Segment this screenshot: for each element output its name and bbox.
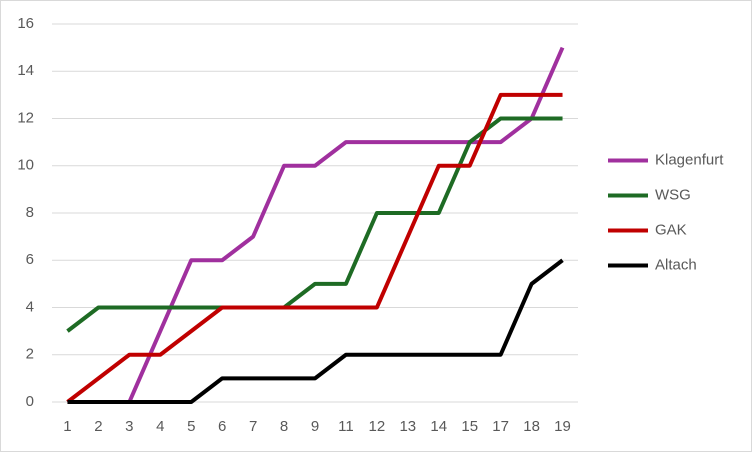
y-tick-label: 14 (17, 62, 34, 79)
x-tick-label: 6 (218, 418, 226, 435)
x-tick-label: 13 (399, 418, 416, 435)
y-tick-label: 4 (26, 298, 34, 315)
y-tick-label: 0 (26, 393, 34, 410)
y-tick-label: 6 (26, 251, 34, 268)
y-tick-label: 10 (17, 157, 34, 174)
x-tick-label: 14 (430, 418, 447, 435)
x-tick-label: 19 (554, 418, 571, 435)
y-tick-label: 12 (17, 109, 34, 126)
legend-label: GAK (655, 221, 687, 238)
x-tick-label: 1 (63, 418, 71, 435)
legend-label: Klagenfurt (655, 151, 724, 168)
series-line (67, 258, 564, 404)
x-tick-label: 3 (125, 418, 133, 435)
series-line (66, 116, 563, 333)
x-tick-label: 9 (311, 418, 319, 435)
legend-label: Altach (655, 256, 697, 273)
x-tick-label: 4 (156, 418, 164, 435)
x-tick-label: 8 (280, 418, 288, 435)
x-tick-label: 17 (492, 418, 509, 435)
x-tick-label: 18 (523, 418, 540, 435)
x-tick-label: 11 (338, 418, 354, 435)
x-tick-label: 2 (94, 418, 102, 435)
x-tick-label: 15 (461, 418, 478, 435)
series-line (66, 92, 563, 404)
y-tick-label: 8 (26, 204, 34, 221)
x-tick-label: 7 (249, 418, 257, 435)
y-tick-label: 16 (17, 15, 34, 32)
y-tick-label: 2 (26, 346, 34, 363)
x-tick-label: 12 (369, 418, 386, 435)
legend-label: WSG (655, 186, 691, 203)
x-tick-label: 5 (187, 418, 195, 435)
